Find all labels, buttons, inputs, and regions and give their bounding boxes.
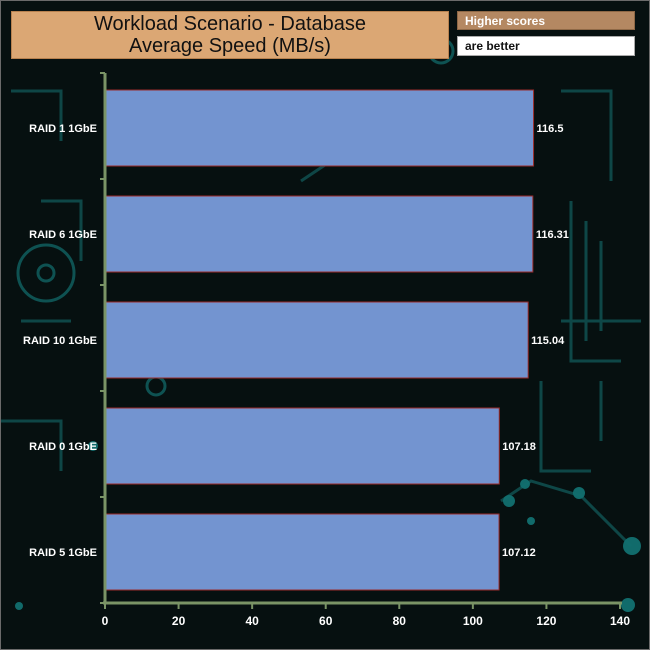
chart-title: Workload Scenario - Database (94, 13, 366, 35)
category-label-2: RAID 10 1GbE (23, 335, 97, 347)
chart-title-box: Workload Scenario - Database Average Spe… (11, 11, 449, 59)
legend-higher-scores: Higher scores (457, 11, 635, 30)
x-tick-label-7: 140 (610, 614, 630, 628)
category-label-4: RAID 5 1GbE (29, 547, 97, 559)
x-tick-label-0: 0 (102, 614, 109, 628)
x-tick-label-4: 80 (393, 614, 407, 628)
value-label-2: 115.04 (531, 335, 565, 347)
x-tick-label-5: 100 (463, 614, 483, 628)
category-label-1: RAID 6 1GbE (29, 229, 97, 241)
x-tick-label-6: 120 (536, 614, 556, 628)
bar-0 (104, 89, 535, 167)
value-label-3: 107.18 (502, 441, 536, 453)
chart-subtitle: Average Speed (MB/s) (129, 35, 331, 57)
legend-are-better: are better (457, 36, 635, 56)
category-label-3: RAID 0 1GbE (29, 441, 97, 453)
value-label-4: 107.12 (502, 547, 536, 559)
bar-4 (104, 513, 500, 591)
x-tick-label-3: 60 (319, 614, 333, 628)
value-label-0: 116.5 (537, 123, 564, 135)
x-tick-label-1: 20 (172, 614, 186, 628)
bar-2 (104, 301, 529, 379)
value-label-1: 116.31 (536, 229, 569, 241)
bar-1 (104, 195, 534, 273)
category-label-0: RAID 1 1GbE (29, 123, 97, 135)
bar-3 (104, 407, 500, 485)
x-tick-label-2: 40 (245, 614, 259, 628)
